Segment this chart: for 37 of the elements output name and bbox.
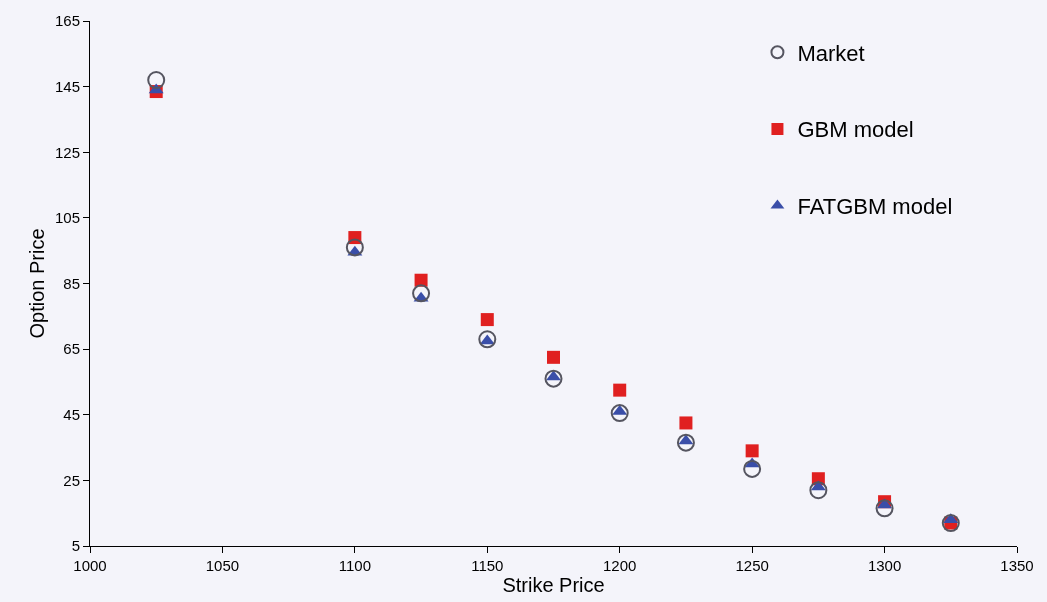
point [412, 284, 431, 303]
x-tick-label: 1250 [735, 557, 769, 574]
y-tick-label: 105 [54, 209, 80, 227]
x-tick-label: 1000 [73, 557, 107, 574]
point [745, 444, 759, 458]
y-tick-label: 65 [63, 340, 80, 358]
x-tick-label: 1050 [205, 557, 240, 574]
y-tick-label: 145 [54, 77, 80, 95]
x-tick-label: 1100 [338, 557, 371, 574]
y-tick-label: 165 [54, 12, 80, 30]
point [610, 404, 629, 423]
x-axis-title: Strike Price [502, 574, 605, 596]
point [480, 313, 494, 327]
point [147, 71, 166, 90]
point [743, 459, 762, 478]
point [875, 499, 894, 518]
point [547, 350, 560, 364]
x-tick-label: 1350 [1000, 557, 1034, 574]
y-tick-label: 45 [63, 406, 80, 423]
x-tick-label: 1200 [603, 557, 637, 574]
point [345, 238, 364, 257]
point [478, 330, 497, 349]
y-axis-title: Option Price [26, 228, 49, 339]
point [613, 383, 627, 397]
y-tick-label: 125 [54, 143, 80, 161]
y-tick-label: 5 [71, 537, 80, 555]
legend-label: GBM model [797, 117, 914, 143]
y-tick-label: 25 [63, 471, 80, 489]
point [544, 369, 563, 388]
point [809, 481, 828, 500]
x-tick-label: 1150 [471, 557, 504, 574]
legend-label: FATGBM model [797, 194, 953, 220]
y-tick-label: 85 [63, 274, 80, 292]
point [676, 433, 695, 452]
point [679, 416, 693, 430]
legend-label: Market [797, 40, 865, 66]
x-tick-label: 1300 [867, 557, 902, 574]
